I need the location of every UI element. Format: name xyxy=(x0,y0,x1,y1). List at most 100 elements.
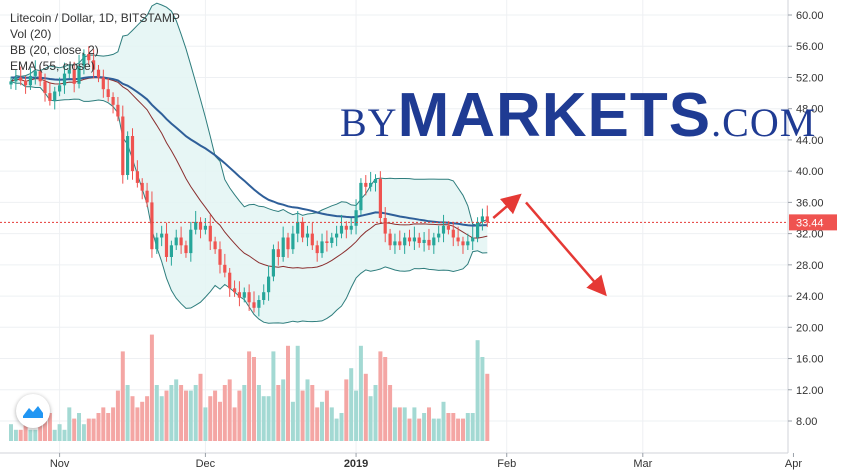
candle xyxy=(320,233,324,258)
volume-bar xyxy=(315,407,320,441)
volume-bar xyxy=(115,390,120,441)
candle xyxy=(38,66,42,87)
volume-bar xyxy=(47,413,52,441)
candle-body xyxy=(101,77,105,90)
volume-bar xyxy=(417,418,422,441)
watermark-markets: MARKETS xyxy=(397,81,712,150)
candle-body xyxy=(121,116,125,176)
volume-bar xyxy=(329,407,334,441)
volume-bar xyxy=(62,429,67,441)
candle xyxy=(267,265,271,301)
volume-bar xyxy=(256,385,261,441)
volume-bar xyxy=(300,390,305,441)
volume-bar xyxy=(461,418,465,441)
volume-bar xyxy=(368,396,373,441)
candle xyxy=(48,82,52,106)
candle xyxy=(369,171,373,192)
candle-body xyxy=(19,77,23,81)
price-axis-background xyxy=(788,0,844,473)
candle xyxy=(446,221,450,235)
candle xyxy=(155,232,159,254)
volume-bar xyxy=(203,407,208,441)
candle xyxy=(160,225,164,247)
candle xyxy=(407,229,412,247)
candle-body xyxy=(315,245,319,254)
candle-body xyxy=(383,218,387,234)
candle xyxy=(422,232,426,252)
volume-bar xyxy=(470,413,475,441)
candle-body xyxy=(461,241,465,246)
legend-ema: EMA (55, close) xyxy=(10,59,95,73)
candle-body xyxy=(247,292,251,303)
candle-body xyxy=(335,233,339,238)
candle-body xyxy=(116,104,120,117)
volume-bar xyxy=(427,407,431,441)
forecast-arrows xyxy=(492,193,607,297)
candle xyxy=(101,69,105,98)
candle-body xyxy=(291,233,295,250)
candle-body xyxy=(437,233,441,238)
candle-body xyxy=(393,241,397,246)
volume-bar xyxy=(174,379,179,441)
candle-body xyxy=(364,182,368,187)
candle-body xyxy=(320,241,324,254)
time-tick-label: Nov xyxy=(50,458,70,470)
volume-bar xyxy=(349,368,354,441)
candle xyxy=(378,171,382,223)
candle-body xyxy=(325,241,329,243)
candle xyxy=(330,232,334,248)
candle-body xyxy=(14,77,18,82)
watermark-by: BY xyxy=(340,100,398,145)
candle-body xyxy=(407,237,412,242)
volume-bar xyxy=(276,385,281,441)
candle xyxy=(310,222,314,251)
candle xyxy=(412,226,416,251)
candle xyxy=(456,226,460,247)
candle xyxy=(19,66,23,86)
volume-bar xyxy=(441,401,446,441)
candle xyxy=(393,233,397,254)
volume-bar xyxy=(354,390,359,441)
volume-bar xyxy=(451,413,456,441)
volume-bar xyxy=(344,379,349,441)
candle-body xyxy=(58,85,62,92)
volume-bar xyxy=(480,357,485,441)
bollinger-band-fill xyxy=(11,3,488,324)
tradingview-logo-icon[interactable] xyxy=(16,394,50,428)
volume-bar xyxy=(154,385,159,441)
candle xyxy=(33,60,37,85)
candle xyxy=(213,236,217,254)
time-axis: Nov Dec 2019 Feb Mar Apr xyxy=(0,452,802,470)
forecast-arrow-down xyxy=(525,201,607,297)
volume-bar xyxy=(339,413,344,441)
candle xyxy=(24,75,28,94)
candle xyxy=(14,69,18,90)
volume-bar xyxy=(378,351,383,441)
candle-body xyxy=(24,80,28,86)
volume-bar xyxy=(96,413,101,441)
price-tick-label: 60.00 xyxy=(796,10,824,22)
candle-body xyxy=(480,216,484,222)
candle-body xyxy=(403,237,407,246)
price-axis: 60.00 56.00 52.00 48.00 44.00 40.00 36.00 32.00… xyxy=(787,0,844,473)
candle-body xyxy=(432,237,436,246)
volume-bar xyxy=(38,424,43,441)
volume-bar xyxy=(383,357,388,441)
volume-bar xyxy=(232,407,237,441)
candle-body xyxy=(213,241,217,250)
candle xyxy=(466,233,470,251)
candle-body xyxy=(96,69,101,78)
price-tick-label: 32.00 xyxy=(796,229,824,241)
volume-bar xyxy=(23,424,28,441)
candle xyxy=(291,225,295,254)
volume-bar xyxy=(72,418,77,441)
candlesticks[interactable] xyxy=(9,46,489,317)
volume-bar xyxy=(145,396,150,441)
candle-body xyxy=(150,202,154,250)
volume-bar xyxy=(227,379,232,441)
candle-body xyxy=(9,81,13,85)
candle xyxy=(87,46,91,65)
volume-bar xyxy=(247,351,252,441)
last-price-tag xyxy=(789,214,837,231)
